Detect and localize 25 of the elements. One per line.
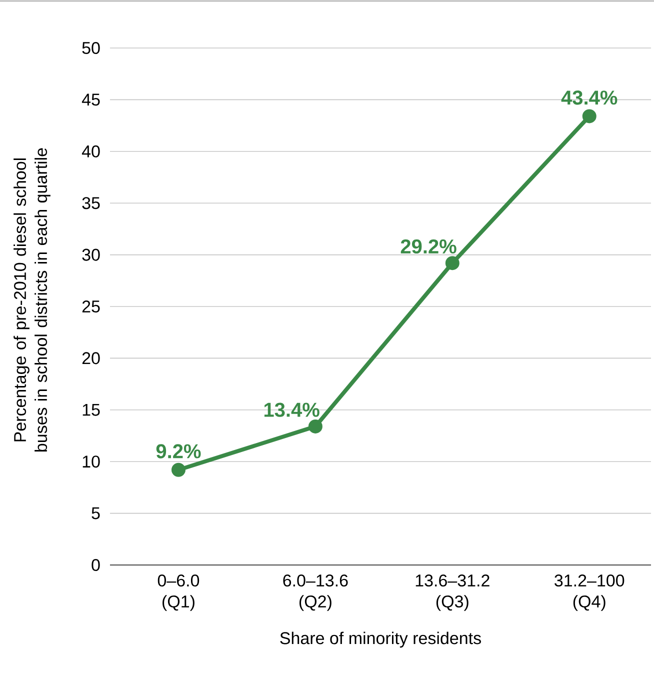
point (171, 462, 186, 477)
y-tick-label: 10 (82, 456, 100, 468)
y-tick-label: 20 (82, 352, 100, 364)
data-label: 43.4% (561, 90, 618, 105)
y-tick-label: 0 (92, 558, 100, 572)
y-axis-title: Percentage of pre-2010 diesel school buses in school districts in each quartile (14, 148, 50, 452)
y-tick-label: 45 (82, 94, 100, 106)
y-tick-label: 30 (82, 248, 100, 261)
point (582, 109, 596, 124)
y-tick-label: 15 (82, 404, 100, 416)
data-label: 9.2% (156, 444, 201, 458)
y-tick-label: 35 (82, 197, 100, 210)
point (445, 256, 460, 270)
y-tick-label: 25 (82, 300, 100, 313)
point (308, 419, 322, 434)
x-tick-label: 13.6–31.2 (Q3) (416, 574, 490, 611)
x-tick-label: 0–6.0 (Q1) (158, 574, 200, 611)
y-tick-label: 5 (92, 507, 100, 520)
x-tick-label: 31.2–100 (Q4) (554, 574, 624, 611)
data-label: 13.4% (264, 402, 320, 417)
x-axis-title: Share of minority residents (280, 632, 481, 648)
y-tick-label: 40 (82, 145, 100, 158)
x-tick-label: 6.0–13.6 (Q2) (283, 574, 348, 611)
y-tick-label: 50 (82, 42, 100, 54)
data-label: 29.2% (400, 239, 456, 254)
